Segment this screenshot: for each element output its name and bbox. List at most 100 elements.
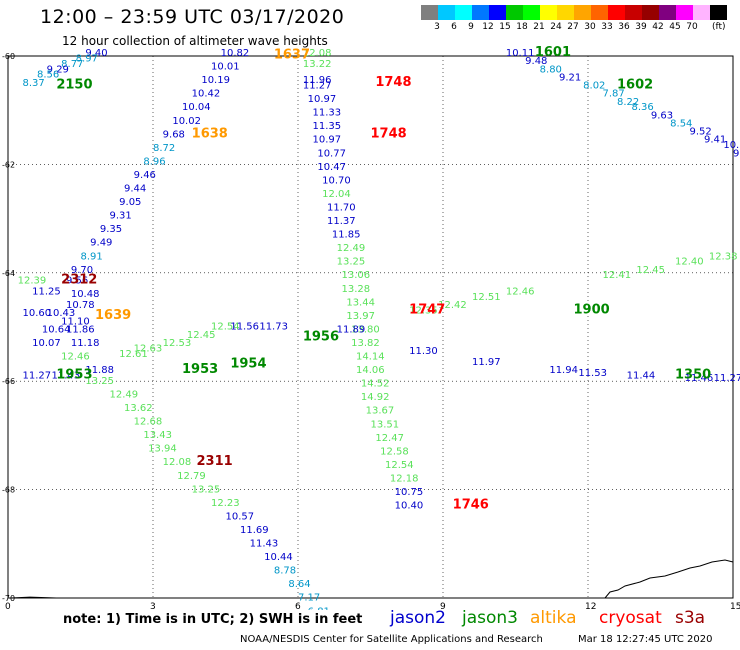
wave-height-value: 9.31 [110,211,132,222]
pass-time-label: 1953 [182,362,218,377]
pass-time-label: 1601 [535,45,571,60]
wave-height-value: 10.44 [264,552,293,563]
observations: 9.408.978.779.298.568.3710.8210.0110.191… [18,48,740,610]
wave-height-value: 13.80 [351,324,380,335]
wave-height-value: 12.18 [390,473,419,484]
pass-time-label: 1746 [453,498,489,513]
wave-height-value: 13.62 [124,403,153,414]
lat-tick-label: -70 [2,594,15,603]
pass-time-label: 1747 [409,302,445,317]
wave-height-value: 8.97 [76,53,98,64]
colorbar-label: 70 [686,22,698,32]
pass-time-label: 1637 [274,48,310,63]
wave-height-value: 11.30 [409,346,438,357]
pass-time-label: 1639 [95,308,131,323]
wave-height-value: 10.47 [317,162,346,173]
lat-tick-label: -60 [2,52,15,61]
wave-height-value: 9.35 [100,224,122,235]
colorbar-swatch [574,5,591,20]
wave-height-value: 7.17 [298,593,320,604]
wave-height-value: 12.35 [409,305,438,316]
wave-height-value: 13.43 [143,430,172,441]
wave-height-value: 9.70 [71,265,93,276]
wave-height-value: 14.52 [361,379,390,390]
colorbar-swatch [557,5,574,20]
wave-height-value: 12.08 [303,48,332,59]
wave-height-value: 11.86 [66,324,95,335]
wave-height-value: 11.35 [313,121,342,132]
wave-height-value: 12.63 [134,343,163,354]
wave-height-value: 8.56 [37,70,59,81]
map-frame [7,55,734,599]
wave-height-value: 12.51 [472,292,501,303]
wave-height-value: 7.87 [603,89,625,100]
wave-height-value: 11.53 [578,368,607,379]
lon-tick-label: 0 [5,602,11,610]
pass-time-label: 2312 [61,273,97,288]
wave-height-value: 11.73 [259,322,288,333]
wave-height-value: 8.22 [617,97,639,108]
colorbar-label: 33 [601,22,613,32]
colorbar-label: 12 [482,22,494,32]
pass-time-label: 1350 [675,367,711,382]
pass-times: 1637 1638 1748 1748 1747 1746 2150 2312 1639 1953… [56,45,711,513]
pass-time-label: 1748 [375,75,411,90]
wave-height-value: 12.79 [177,471,206,482]
wave-height-value: 9.56 [66,276,88,287]
pass-time-label: 1956 [303,330,339,345]
colorbar-swatch [676,5,693,20]
wave-height-value: 6.81 [308,606,330,610]
wave-height-value: 8.78 [274,566,296,577]
chart-title: 12:00 – 23:59 UTC 03/17/2020 [40,6,345,28]
colorbar-swatch [710,5,727,20]
wave-height-value: 8.64 [288,579,310,590]
wave-height-value: 12.45 [636,265,665,276]
wave-height-value: 11.44 [627,370,656,381]
colorbar-swatch [506,5,523,20]
wave-height-value: 12.04 [322,189,351,200]
wave-height-value: 13.94 [148,444,177,455]
lat-tick-label: -64 [2,269,15,278]
wave-height-value: 13.22 [303,59,332,70]
lat-tick-label: -68 [2,486,15,495]
colorbar-unit: (ft) [712,22,726,32]
wave-height-value: 11.27 [714,373,740,384]
wave-height-value: 12.46 [61,352,90,363]
wave-height-value: 8.80 [540,64,562,75]
wave-height-value: 10.43 [47,308,76,319]
wave-height-value: 8.91 [81,251,103,262]
wave-height-value: 12.46 [506,286,535,297]
wave-height-value: 9.29 [47,64,69,75]
wave-height-value: 10.77 [317,148,346,159]
colorbar-label: 3 [434,22,440,32]
wave-height-value: 8.37 [23,78,45,89]
pass-time-label: 1748 [371,126,407,141]
pass-time-label: 1953 [56,367,92,382]
wave-height-value: 13.82 [351,338,380,349]
pass-time-label: 2311 [197,454,233,469]
wave-height-value: 12.54 [385,460,414,471]
wave-height-value: 12.39 [18,276,47,287]
wave-height-value: 12.45 [187,330,216,341]
wave-height-value: 13.67 [366,406,395,417]
wave-height-value: 11.27 [303,81,332,92]
wave-height-value: 9.63 [651,110,673,121]
footnote: note: 1) Time is in UTC; 2) SWH is in fe… [63,612,363,627]
wave-height-value: 11.85 [332,230,361,241]
colorbar-swatch [489,5,506,20]
wave-height-value: 11.43 [52,370,81,381]
wave-height-value: 13.25 [85,376,114,387]
wave-height-value: 12.40 [675,257,704,268]
wave-height-value: 9.48 [525,56,547,67]
colorbar-label: 6 [451,22,457,32]
wave-height-value: 10.57 [226,511,255,522]
wave-height-value: 9.52 [690,127,712,138]
lon-tick-label: 12 [585,602,596,610]
wave-height-value: 9.21 [559,72,581,83]
axis-labels: -60 -62 -64 -66 -68 -700 3 6 9 12 15 [2,52,740,610]
colorbar-swatch [540,5,557,20]
wave-height-value: 11.18 [71,338,100,349]
wave-height-value: 10.11 [506,48,535,59]
legend-altika: altika [530,608,577,628]
colorbar-label: 18 [516,22,528,32]
